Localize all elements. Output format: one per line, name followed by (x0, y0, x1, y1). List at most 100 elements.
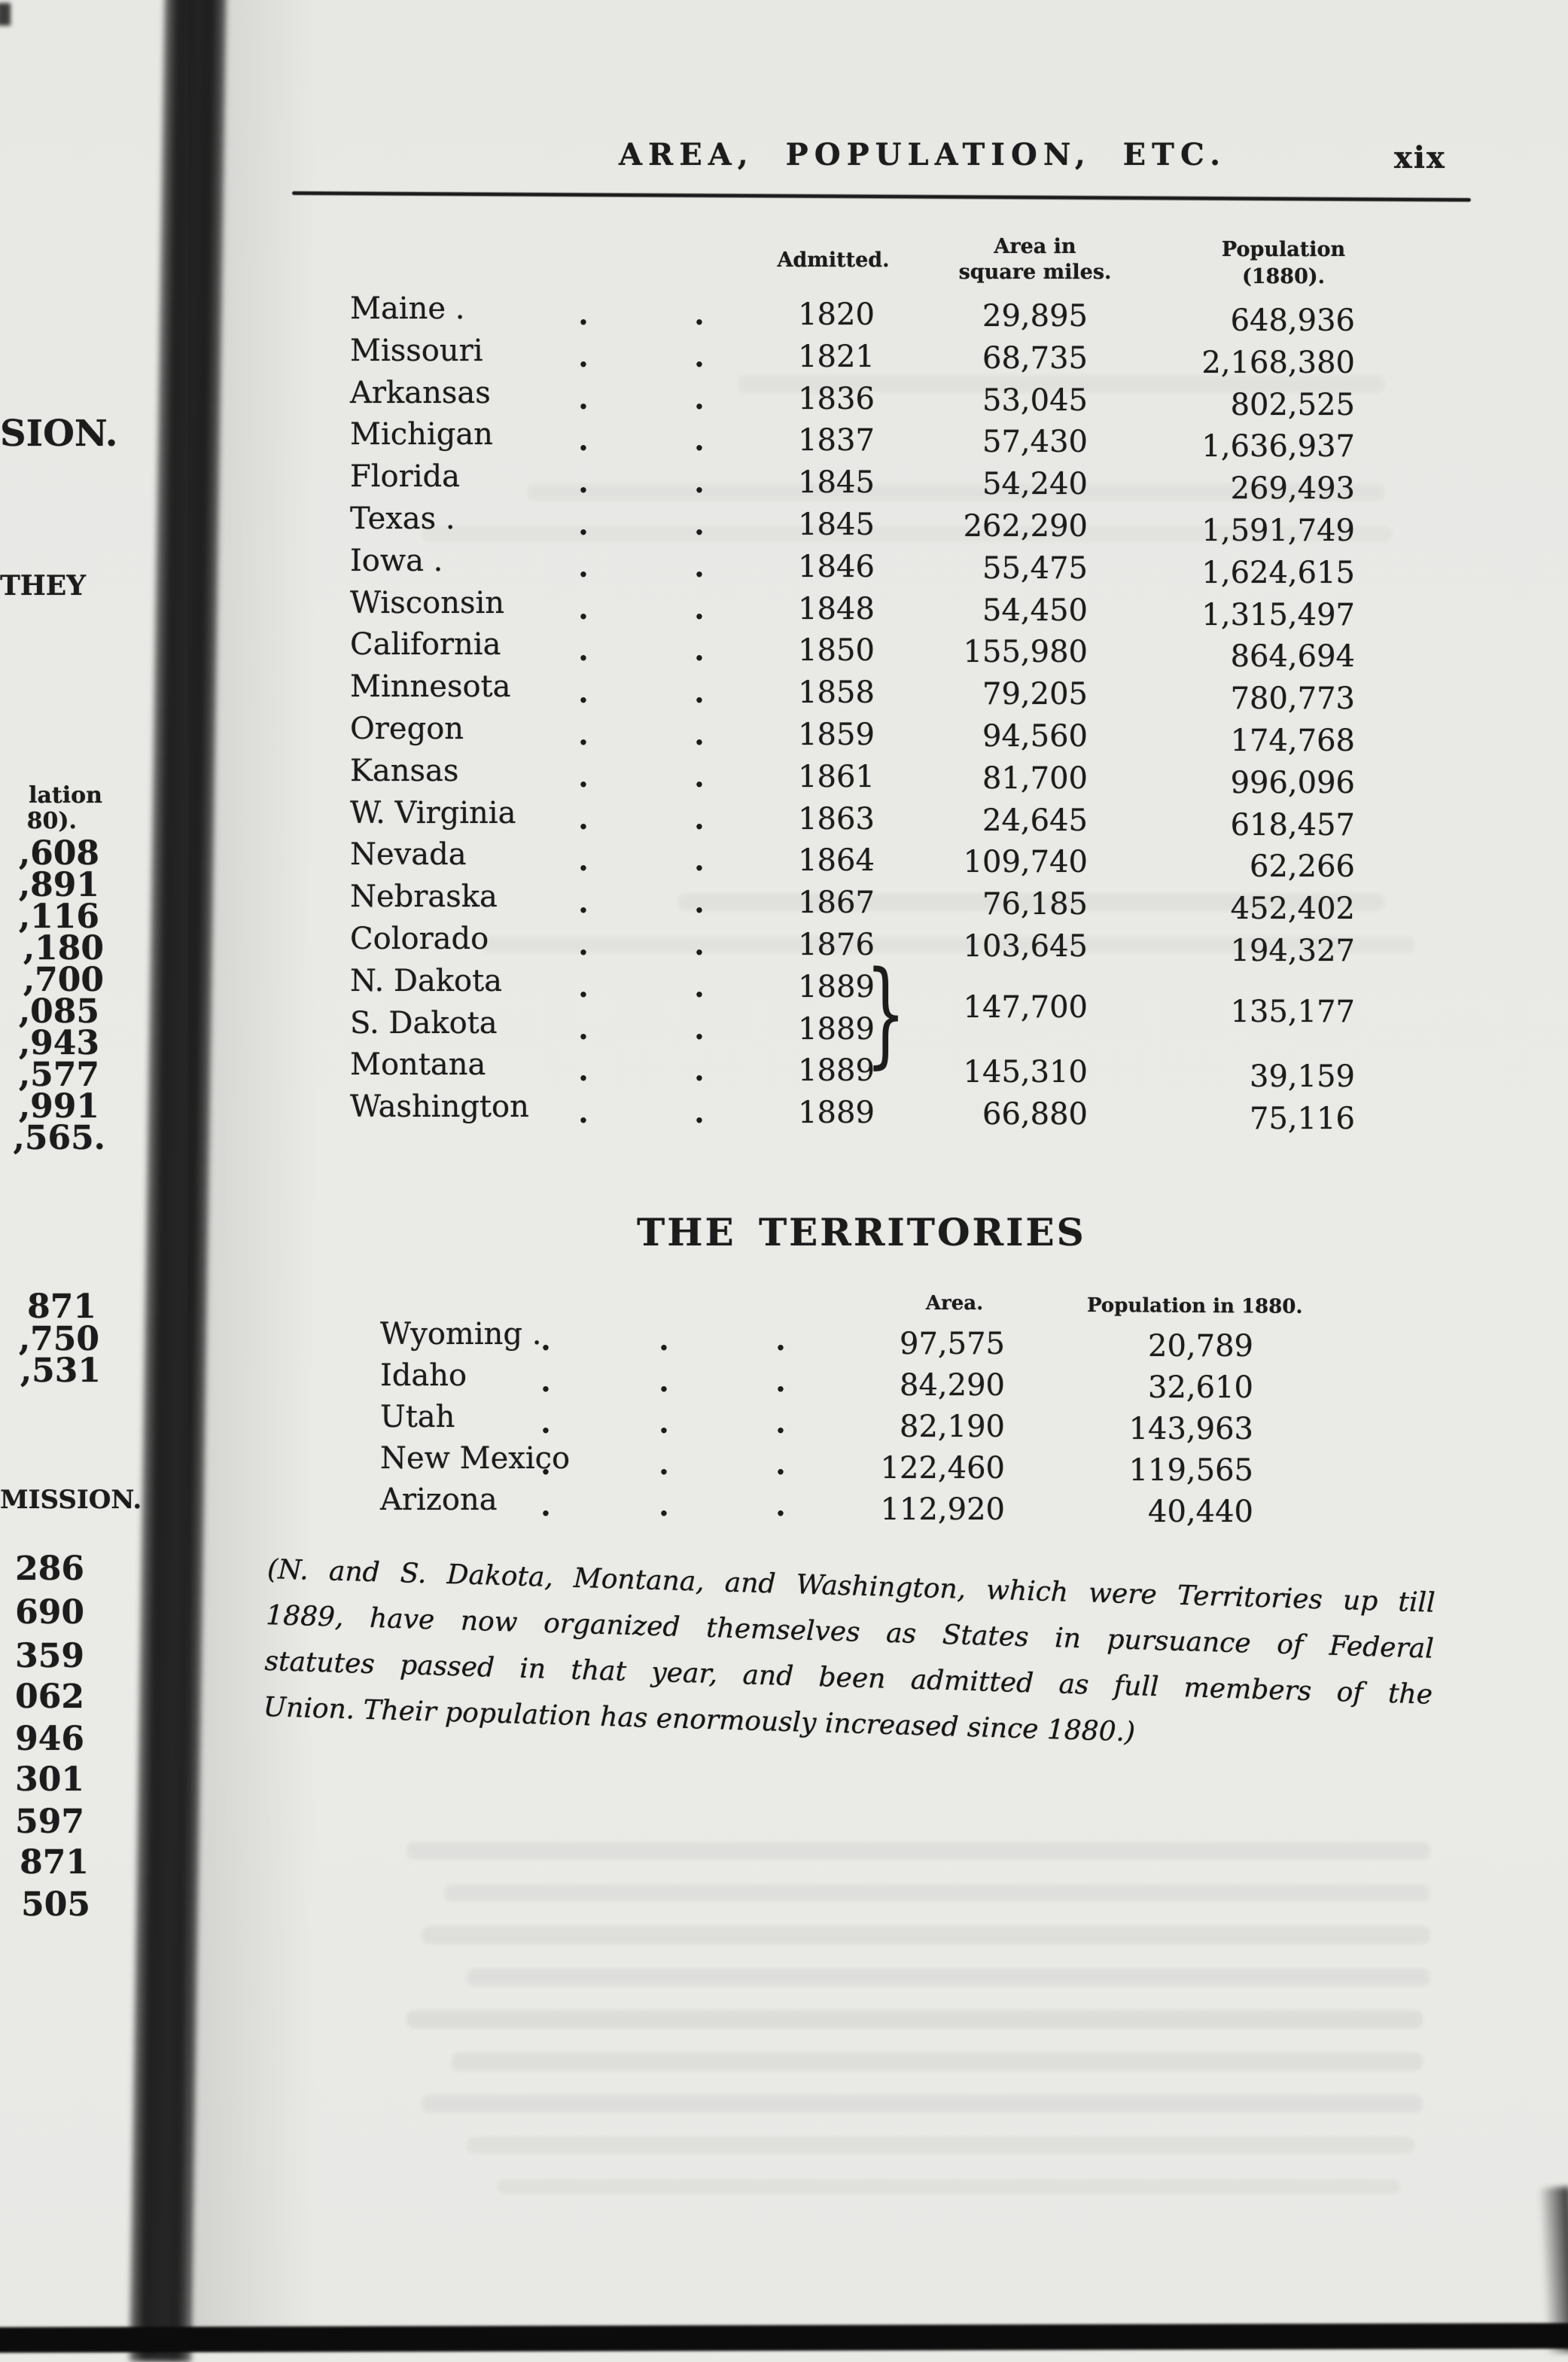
area-value: 66,880 (982, 1097, 1088, 1132)
state-name: Missouri (350, 334, 483, 368)
population-value: 802,525 (1230, 388, 1355, 422)
bleed-through-line (406, 1842, 1430, 1860)
facing-page-fragment: ,750 (18, 1320, 99, 1358)
facing-page-fragment: ,577 (18, 1056, 99, 1094)
area-value: 155,980 (963, 635, 1088, 669)
area-value: 76,185 (982, 887, 1088, 922)
facing-page-fragment: 597 (15, 1803, 84, 1841)
bleed-through-line (406, 2010, 1423, 2028)
leader-dot: . (694, 1095, 705, 1130)
area-value: 103,645 (963, 929, 1088, 964)
area-value: 54,240 (982, 467, 1088, 501)
facing-page-fragment: ,531 (20, 1352, 101, 1390)
population-value: 618,457 (1230, 808, 1355, 843)
leader-dot: . (694, 885, 705, 920)
territory-name: Wyoming . (380, 1317, 542, 1352)
population-value: 1,591,749 (1201, 514, 1355, 548)
facing-page-fragment: 871 (27, 1288, 96, 1326)
state-name: Michigan (350, 417, 493, 452)
state-name: W. Virginia (350, 796, 516, 831)
facing-page-fragment: ,085 (18, 992, 99, 1031)
state-name: Nevada (350, 837, 467, 872)
leader-dot: . (775, 1322, 786, 1358)
area-value: 29,895 (982, 299, 1088, 334)
leader-dot: . (694, 1011, 705, 1047)
facing-page-fragment: ,180 (23, 929, 104, 968)
admitted-year: 1848 (798, 592, 875, 626)
facing-page-fragment: 286 (15, 1550, 84, 1588)
leader-dot: . (775, 1446, 786, 1482)
facing-page-fragment: 301 (15, 1760, 84, 1799)
admitted-year: 1889 (798, 1096, 875, 1130)
territories-title: THE TERRITORIES (637, 1210, 1086, 1254)
column-header-population-line1: Population (1221, 238, 1346, 261)
facing-page-fragment: SION. (0, 413, 118, 455)
facing-page-fragment: ,991 (18, 1087, 99, 1126)
column-header-population-line2: (1880). (1241, 265, 1326, 288)
population-value: 269,493 (1230, 471, 1355, 506)
header-rule (291, 191, 1471, 203)
facing-page-fragment: ,116 (18, 898, 99, 936)
page-title: AREA, POPULATION, ETC. (619, 137, 1226, 172)
dakota-combined-area: 147,700 (963, 990, 1088, 1025)
leader-dot: . (578, 632, 589, 668)
admitted-year: 1846 (798, 550, 875, 584)
area-value: 54,450 (982, 593, 1088, 628)
state-name: N. Dakota (350, 964, 503, 998)
leader-dot: . (578, 759, 589, 794)
population-value: 1,636,937 (1201, 429, 1355, 464)
territory-area-value: 122,460 (880, 1451, 1005, 1486)
area-value: 57,430 (982, 425, 1088, 459)
territory-name: Arizona (380, 1483, 498, 1517)
area-value: 81,700 (982, 761, 1088, 796)
area-value: 53,045 (982, 383, 1088, 418)
leader-dot: . (578, 339, 589, 374)
column-header-area-line1: Area in (994, 235, 1076, 258)
leader-dot: . (578, 927, 589, 962)
leader-dot: . (694, 339, 705, 374)
leader-dot: . (775, 1405, 786, 1440)
population-value: 39,159 (1250, 1059, 1355, 1094)
leader-dot: . (694, 507, 705, 542)
scan-bottom-edge (0, 2323, 1568, 2353)
leader-dot: . (694, 422, 705, 458)
admitted-year: 1820 (798, 297, 875, 332)
footnote: (N. and S. Dakota, Montana, and Washingt… (263, 1547, 1436, 1764)
admitted-year: 1889 (798, 1053, 875, 1088)
state-name: Wisconsin (350, 586, 505, 620)
facing-page-fragment: MISSION. (0, 1485, 142, 1515)
population-value: 174,768 (1230, 724, 1355, 758)
bleed-through-line (422, 1926, 1430, 1944)
gutter-soft-shadow (188, 0, 316, 2342)
column-header-admitted: Admitted. (777, 248, 890, 272)
state-name: Washington (350, 1090, 529, 1124)
area-value: 262,290 (963, 509, 1088, 544)
territory-area-value: 97,575 (900, 1327, 1005, 1361)
admitted-year: 1867 (798, 885, 875, 920)
population-value: 75,116 (1250, 1102, 1355, 1136)
leader-dot: . (694, 465, 705, 500)
admitted-year: 1858 (798, 675, 875, 710)
territory-population-value: 20,789 (1148, 1329, 1253, 1364)
leader-dot: . (659, 1364, 669, 1399)
leader-dot: . (578, 885, 589, 920)
leader-dot: . (659, 1488, 669, 1523)
leader-dot: . (694, 759, 705, 794)
population-value: 194,327 (1230, 934, 1355, 968)
facing-page-fragment: 062 (15, 1678, 84, 1716)
leader-dot: . (578, 675, 589, 710)
dakota-combined-population: 135,177 (1230, 995, 1355, 1029)
area-value: 55,475 (982, 551, 1088, 586)
facing-page-fragment: ,565. (13, 1119, 105, 1157)
state-name: Iowa . (350, 544, 443, 578)
leader-dot: . (578, 969, 589, 1004)
leader-dot: . (694, 297, 705, 332)
territories-column-header-population: Population in 1880. (1086, 1294, 1303, 1318)
admitted-year: 1864 (798, 843, 875, 878)
area-value: 94,560 (982, 719, 1088, 754)
admitted-year: 1836 (798, 382, 875, 416)
facing-page-fragment: ,943 (18, 1024, 99, 1062)
admitted-year: 1861 (798, 760, 875, 794)
leader-dot: . (540, 1488, 551, 1523)
admitted-year: 1850 (798, 633, 875, 668)
